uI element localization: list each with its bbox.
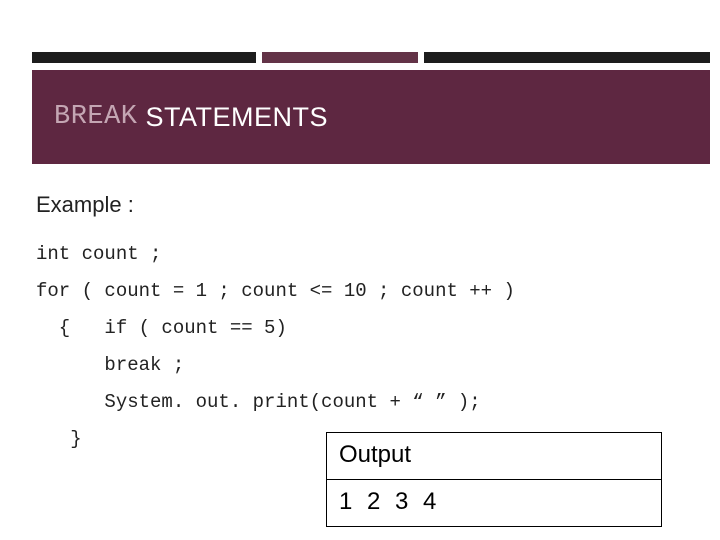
accent-segment-2 (262, 52, 418, 63)
code-line-2: for ( count = 1 ; count <= 10 ; count ++… (36, 280, 515, 302)
code-block: int count ; for ( count = 1 ; count <= 1… (36, 236, 700, 458)
code-line-4: break ; (36, 354, 184, 376)
example-label: Example : (36, 192, 700, 218)
code-line-5: System. out. print(count + “ ” ); (36, 391, 481, 413)
accent-segment-3 (424, 52, 710, 63)
code-line-3: { if ( count == 5) (36, 317, 287, 339)
content-area: Example : int count ; for ( count = 1 ; … (36, 192, 700, 458)
code-line-1: int count ; (36, 243, 161, 265)
code-line-6: } (36, 428, 82, 450)
output-header: Output (327, 433, 661, 479)
title-keyword: BREAK (54, 102, 138, 132)
title-text: STATEMENTS (146, 102, 329, 133)
accent-segment-1 (32, 52, 256, 63)
output-box: Output 1 2 3 4 (326, 432, 662, 527)
header-accent-bar (32, 52, 710, 63)
title-band: BREAK STATEMENTS (32, 70, 710, 164)
output-values: 1 2 3 4 (327, 479, 661, 526)
